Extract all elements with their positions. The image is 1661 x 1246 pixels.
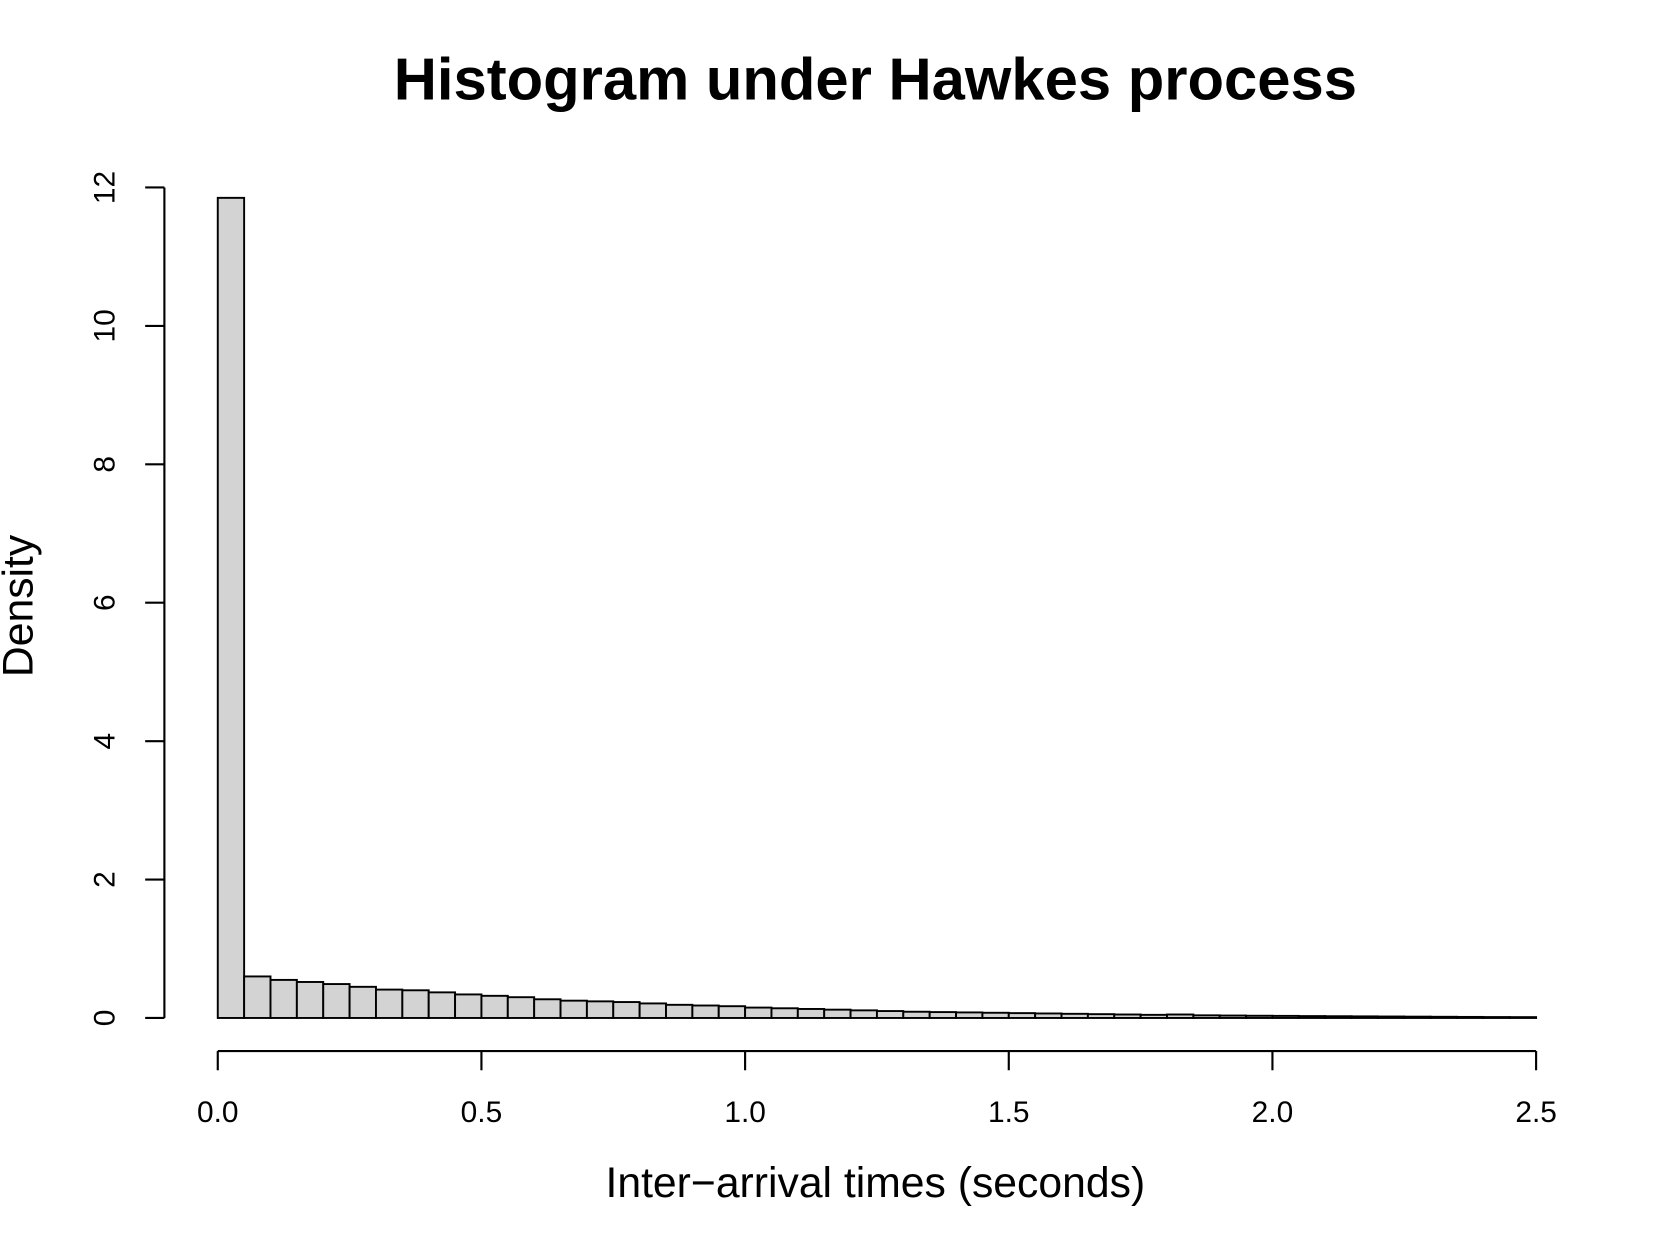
x-tick-label: 2.0: [1252, 1096, 1294, 1129]
bar: [849, 1009, 878, 1019]
bar: [902, 1010, 931, 1019]
bar: [796, 1008, 826, 1019]
y-axis-label: Density: [0, 534, 43, 677]
bar: [1086, 1013, 1116, 1019]
bar: [375, 988, 404, 1019]
y-tick-label: 8: [89, 456, 122, 473]
bar: [981, 1011, 1010, 1019]
bar: [665, 1003, 694, 1019]
bar: [691, 1004, 720, 1019]
bar: [1324, 1015, 1353, 1019]
bar: [1166, 1013, 1195, 1019]
bar: [1350, 1015, 1379, 1019]
y-tick-label: 10: [89, 309, 122, 342]
bar: [744, 1006, 773, 1019]
x-tick-label: 1.0: [724, 1096, 766, 1129]
bar: [1192, 1014, 1221, 1019]
bar: [295, 981, 325, 1019]
bar: [1007, 1012, 1037, 1019]
bar: [1429, 1015, 1458, 1019]
bar: [717, 1005, 747, 1019]
bar: [823, 1008, 852, 1019]
bar: [585, 1000, 615, 1019]
y-tick-label: 6: [89, 594, 122, 611]
bar: [1297, 1015, 1327, 1019]
x-tick-label: 0.0: [197, 1096, 239, 1129]
x-axis-label: Inter−arrival times (seconds): [605, 1159, 1145, 1207]
bar: [269, 978, 298, 1019]
bar: [348, 985, 377, 1019]
bar: [1139, 1013, 1168, 1019]
bar: [1034, 1012, 1063, 1019]
bar: [1508, 1016, 1538, 1019]
bar: [533, 998, 562, 1019]
y-tick-label: 12: [89, 171, 122, 204]
bar: [1060, 1012, 1089, 1019]
y-tick-label: 4: [89, 733, 122, 750]
bar: [955, 1011, 984, 1019]
bar: [427, 991, 457, 1019]
bar: [1218, 1014, 1248, 1019]
bar: [1456, 1015, 1485, 1019]
bar: [875, 1010, 905, 1019]
y-tick-label: 0: [89, 1010, 122, 1027]
bar: [506, 996, 536, 1019]
x-tick-label: 2.5: [1515, 1096, 1557, 1129]
bar: [480, 994, 509, 1019]
bar: [1271, 1014, 1300, 1019]
bar: [1245, 1014, 1274, 1019]
bar: [770, 1007, 799, 1019]
bar: [1403, 1015, 1432, 1019]
bar: [216, 196, 246, 1019]
bar: [559, 999, 588, 1019]
bar: [401, 989, 430, 1019]
bar: [612, 1001, 641, 1019]
bar: [638, 1002, 667, 1019]
bar: [454, 993, 483, 1019]
bar: [243, 975, 272, 1019]
y-tick-label: 2: [89, 871, 122, 888]
bar: [1482, 1016, 1511, 1019]
bar: [1113, 1013, 1142, 1019]
x-tick-label: 1.5: [988, 1096, 1030, 1129]
x-tick-label: 0.5: [461, 1096, 503, 1129]
chart-title: Histogram under Hawkes process: [394, 46, 1357, 113]
bar: [928, 1011, 957, 1019]
bar: [322, 983, 351, 1019]
bar: [1376, 1015, 1406, 1019]
